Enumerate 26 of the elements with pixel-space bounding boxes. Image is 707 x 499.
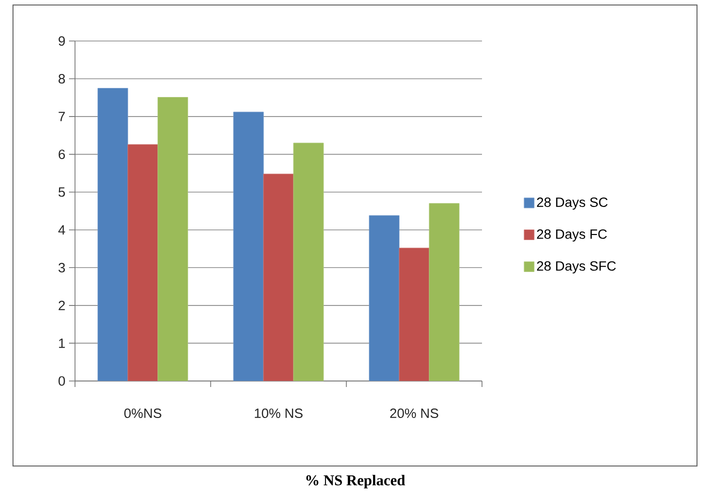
x-tick-label: 20% NS <box>390 408 438 418</box>
bar <box>293 142 324 381</box>
y-tick-label: 6 <box>58 150 65 160</box>
bar <box>398 248 430 381</box>
x-tick-label: 10% NS <box>254 408 303 418</box>
bar <box>368 215 400 381</box>
bar <box>263 174 294 381</box>
y-tick-label: 3 <box>58 262 65 272</box>
y-tick-label: 8 <box>58 74 65 84</box>
y-tick-label: 4 <box>58 225 66 235</box>
y-tick-label: 2 <box>58 300 65 310</box>
bar <box>233 112 264 381</box>
legend-label: 28 Days SC <box>537 197 608 210</box>
bar <box>98 88 128 381</box>
bar <box>158 97 188 381</box>
x-axis-title: % NS Replaced <box>306 474 406 488</box>
y-tick-label: 0 <box>58 376 65 386</box>
bar <box>428 203 460 381</box>
bar <box>128 144 158 381</box>
legend-label: 28 Days FC <box>537 229 607 242</box>
x-tick-label: 0%NS <box>124 408 162 418</box>
y-tick-label: 1 <box>59 338 65 348</box>
legend-label: 28 Days SFC <box>537 261 616 274</box>
y-tick-label: 7 <box>58 112 65 122</box>
y-tick-label: 9 <box>58 36 65 46</box>
y-tick-label: 5 <box>58 187 65 197</box>
